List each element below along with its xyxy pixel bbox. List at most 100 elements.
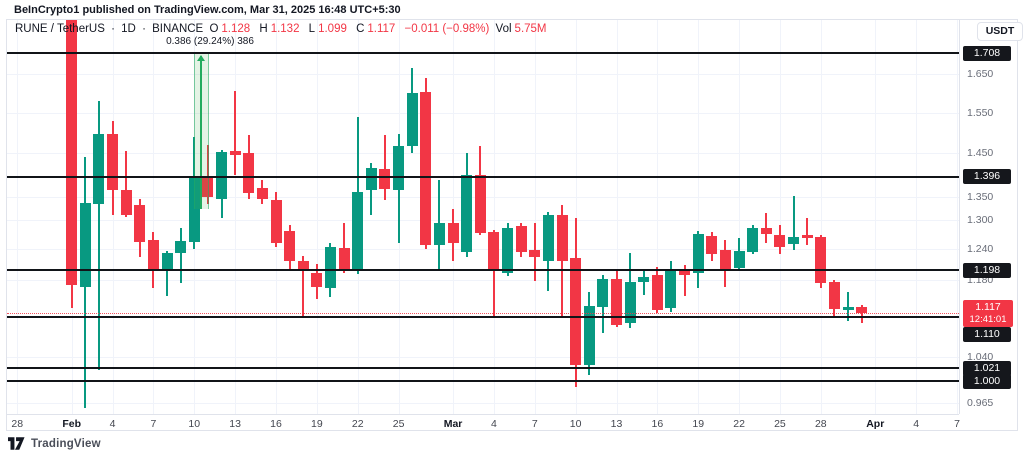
volume-label: Vol 5.75M xyxy=(495,23,547,35)
price-tick-label: 1.550 xyxy=(967,106,994,119)
time-tick-label: 4 xyxy=(490,418,497,430)
grid-vline xyxy=(494,20,495,414)
last-price-value: 1.117 xyxy=(975,300,1001,313)
time-tick-label: Feb xyxy=(62,418,82,430)
interval-label[interactable]: 1D xyxy=(121,23,136,35)
candle xyxy=(842,306,854,311)
candle xyxy=(284,230,296,261)
price-level-badge: 1.198 xyxy=(963,262,1011,278)
candle xyxy=(502,227,514,274)
high-label: H 1.132 xyxy=(259,23,300,35)
candle xyxy=(665,268,677,309)
candle-wick xyxy=(492,229,495,317)
open-label: O 1.128 xyxy=(209,23,251,35)
time-tick-label: 25 xyxy=(392,418,405,430)
high-value: 1.132 xyxy=(270,23,300,35)
grid-hline xyxy=(7,403,959,404)
grid-vline xyxy=(113,20,114,414)
time-tick-label: Apr xyxy=(866,418,885,430)
candle xyxy=(229,150,241,156)
candle xyxy=(570,258,582,366)
close-label: C 1.117 xyxy=(356,23,396,35)
candle-wick xyxy=(383,135,386,200)
drawn-level-line xyxy=(7,367,959,370)
candle xyxy=(692,233,704,274)
candle xyxy=(611,279,622,325)
time-tick-label: 13 xyxy=(229,418,241,430)
candle xyxy=(175,241,187,253)
candle xyxy=(856,307,868,314)
drawn-level-line xyxy=(7,52,959,55)
price-level-badge: 1.021 xyxy=(963,360,1011,376)
grid-vline xyxy=(957,20,958,414)
candle xyxy=(216,151,228,200)
candle xyxy=(66,20,78,285)
candle xyxy=(815,237,827,284)
drawn-level-line xyxy=(7,316,959,319)
time-tick-label: 19 xyxy=(692,418,705,430)
candle xyxy=(188,178,200,242)
time-axis[interactable]: 28 Feb 4 7 10 13 16 19 22 25 Mar 4 7 10 13 16 19 22 25 28 Ap… xyxy=(7,414,960,432)
candle xyxy=(529,249,541,257)
change-value: −0.011 (−0.98%) xyxy=(404,23,490,35)
candle xyxy=(134,205,146,242)
time-tick-label: 10 xyxy=(569,418,582,430)
tradingview-attribution[interactable]: TradingView xyxy=(8,436,101,451)
candle xyxy=(79,202,91,287)
candle xyxy=(107,133,119,190)
grid-vline xyxy=(875,20,876,414)
time-tick-label: 28 xyxy=(814,418,827,430)
price-level-badge: 1.000 xyxy=(963,373,1011,389)
candle xyxy=(420,91,432,245)
grid-vline xyxy=(235,20,236,414)
candle xyxy=(433,223,445,245)
grid-vline xyxy=(317,20,318,414)
candle-wick xyxy=(206,144,209,204)
time-tick-label: 4 xyxy=(109,418,116,430)
candle xyxy=(651,274,663,310)
price-level-badge: 1.396 xyxy=(963,169,1011,185)
open-value: 1.128 xyxy=(221,23,251,35)
candle-wick xyxy=(179,228,182,284)
grid-vline xyxy=(535,20,536,414)
close-value: 1.117 xyxy=(367,23,396,35)
volume-value: 5.75M xyxy=(514,23,547,35)
grid-vline xyxy=(617,20,618,414)
candle xyxy=(447,222,459,244)
time-tick-label: 7 xyxy=(150,418,157,430)
candle xyxy=(256,187,268,199)
last-price-dotted-line xyxy=(7,313,959,315)
time-tick-label: 16 xyxy=(651,418,664,430)
candle xyxy=(379,169,391,190)
attribution-text: BeInCrypto1 published on TradingView.com… xyxy=(14,4,401,16)
last-price-badge: 1.117 12:41:01 xyxy=(963,299,1013,327)
grid-hline xyxy=(7,249,959,250)
candle xyxy=(828,282,840,310)
time-tick-label: 13 xyxy=(610,418,623,430)
time-tick-label: 7 xyxy=(531,418,538,430)
candle xyxy=(243,152,255,194)
grid-vline xyxy=(821,20,822,414)
candle xyxy=(597,279,609,307)
symbol-title[interactable]: RUNE / TetherUS xyxy=(15,23,105,35)
tradingview-wordmark: TradingView xyxy=(31,437,101,450)
candle xyxy=(461,174,473,252)
grid-hline xyxy=(7,113,959,114)
candle xyxy=(706,236,718,254)
time-tick-label: 10 xyxy=(188,418,201,430)
candle xyxy=(788,237,800,245)
time-tick-label: 22 xyxy=(351,418,364,430)
currency-toggle[interactable]: USDT xyxy=(977,22,1023,41)
tradingview-logo-icon xyxy=(8,437,25,450)
grid-vline xyxy=(17,20,18,414)
candle xyxy=(352,191,364,271)
candle xyxy=(365,168,377,190)
price-tick-label: 1.300 xyxy=(967,214,994,227)
candle xyxy=(311,273,323,287)
candle xyxy=(801,235,813,239)
candle xyxy=(515,225,527,252)
price-axis[interactable]: USDT 1.117 12:41:01 1.650 1.550 1.450 1.350… xyxy=(959,20,1023,414)
grid-vline xyxy=(739,20,740,414)
